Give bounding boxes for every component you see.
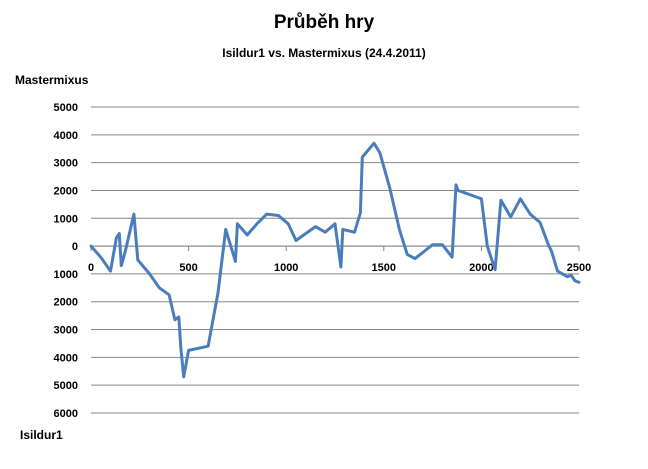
gridlines xyxy=(91,106,579,414)
y-tick-labels: 5000 4000 3000 2000 1000 0 1000 2000 3000 4000 500… xyxy=(54,102,78,420)
data-point xyxy=(406,253,409,256)
data-point xyxy=(546,242,549,245)
data-point xyxy=(148,272,151,276)
data-point xyxy=(286,222,290,226)
data-point xyxy=(245,233,249,237)
data-point xyxy=(187,349,190,352)
data-point xyxy=(324,230,327,234)
data-point xyxy=(372,141,376,145)
series-group xyxy=(89,141,581,379)
y-tick-label: 3000 xyxy=(54,325,78,337)
data-point xyxy=(167,293,171,296)
y-tick-label: 5000 xyxy=(54,102,78,114)
data-point xyxy=(378,151,382,155)
data-point xyxy=(173,318,177,322)
x-tick-label: 1500 xyxy=(372,262,396,274)
data-point xyxy=(566,275,569,278)
y-tick-label: 2000 xyxy=(54,297,78,309)
data-point xyxy=(118,232,121,235)
data-point xyxy=(456,189,460,192)
y-tick-label: 4000 xyxy=(54,130,78,142)
data-point xyxy=(255,222,259,226)
y-axis-label-top: Mastermixus xyxy=(15,73,89,87)
data-point xyxy=(519,197,522,200)
data-point xyxy=(388,186,391,189)
data-point xyxy=(486,244,489,248)
data-point xyxy=(216,292,220,295)
data-point xyxy=(341,228,345,231)
y-tick-label: 0 xyxy=(72,241,78,253)
data-point xyxy=(480,197,483,200)
data-point xyxy=(550,250,553,253)
data-point xyxy=(472,194,475,198)
data-point xyxy=(538,221,542,224)
data-point xyxy=(499,198,503,202)
chart-subtitle: Isildur1 vs. Mastermixus (24.4.2011) xyxy=(222,46,426,60)
x-axis: 0 500 1000 1500 2000 2500 xyxy=(88,245,591,274)
data-point xyxy=(413,257,417,260)
data-point xyxy=(493,268,497,271)
data-point xyxy=(109,269,112,273)
data-point xyxy=(224,228,227,231)
x-tick-label: 0 xyxy=(88,262,94,274)
chart-title: Průběh hry xyxy=(273,12,375,33)
data-point xyxy=(89,244,93,248)
data-point xyxy=(115,236,118,239)
data-point xyxy=(99,256,102,259)
data-point xyxy=(573,279,577,283)
data-point xyxy=(529,212,532,216)
x-tick-label: 2000 xyxy=(469,262,493,274)
data-point xyxy=(314,225,317,228)
data-point xyxy=(206,345,210,348)
x-tick-label: 2500 xyxy=(567,262,591,274)
y-axis-label-bottom: Isildur1 xyxy=(20,428,63,442)
data-point xyxy=(236,222,239,226)
data-point xyxy=(265,212,268,216)
y-tick-label: 6000 xyxy=(54,408,78,420)
y-tick-label: 1000 xyxy=(54,213,78,225)
data-point xyxy=(454,183,458,187)
y-tick-label: 3000 xyxy=(54,158,78,170)
data-point xyxy=(556,269,559,273)
data-point xyxy=(333,222,337,226)
data-point xyxy=(177,315,181,319)
data-point xyxy=(361,155,364,159)
y-tick-label: 2000 xyxy=(54,185,78,197)
data-point xyxy=(179,346,182,349)
data-point xyxy=(398,228,401,231)
x-tick-label: 500 xyxy=(179,262,197,274)
data-point xyxy=(294,239,298,242)
data-point xyxy=(569,274,573,277)
data-point xyxy=(577,281,581,284)
data-point xyxy=(441,243,444,246)
data-point xyxy=(509,215,512,219)
x-tick-label: 1000 xyxy=(274,262,298,274)
data-point xyxy=(359,211,362,214)
data-point xyxy=(234,260,237,263)
data-point xyxy=(123,250,127,253)
data-point xyxy=(136,258,140,262)
data-point xyxy=(431,243,434,246)
data-point xyxy=(277,214,280,217)
data-point xyxy=(120,264,123,267)
data-point xyxy=(132,212,136,216)
y-tick-label: 1000 xyxy=(54,269,78,281)
y-tick-label: 5000 xyxy=(54,380,78,392)
data-point xyxy=(353,230,356,234)
data-point xyxy=(182,375,185,379)
data-point xyxy=(464,192,467,195)
data-point xyxy=(450,256,454,259)
series-line xyxy=(89,141,581,379)
y-tick-label: 4000 xyxy=(54,352,78,364)
data-point xyxy=(158,286,161,290)
data-point xyxy=(339,265,343,269)
